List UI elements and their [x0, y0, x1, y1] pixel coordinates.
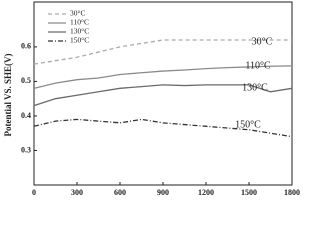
y-axis-label: Potential VS. SHE(V) — [3, 53, 13, 136]
y-tick-label: 0.5 — [21, 76, 31, 85]
chart: Potential VS. SHE(V) 0.3 0.4 0.5 0.6 0 300 600… — [3, 1, 300, 197]
annotation: 110°C — [245, 60, 271, 71]
annotation: 30°C — [252, 36, 273, 47]
legend-label: 110°C — [70, 18, 89, 27]
legend-label: 150°C — [70, 36, 89, 45]
series-line — [33, 39, 292, 65]
legend-label: 130°C — [70, 27, 89, 36]
y-tick-label: 0.6 — [21, 42, 31, 51]
x-tick-label: 600 — [114, 188, 126, 197]
x-tick-label: 1200 — [198, 188, 214, 197]
series-line — [33, 65, 293, 89]
y-tick-label: 0.4 — [21, 111, 31, 120]
series-line — [33, 84, 293, 107]
x-tick-label: 1800 — [284, 188, 300, 197]
series-line — [33, 118, 293, 138]
x-tick-label: 1500 — [241, 188, 257, 197]
legend-label: 30°C — [70, 9, 86, 18]
x-tick-label: 900 — [157, 188, 169, 197]
x-tick-label: 300 — [71, 188, 83, 197]
x-tick-label: 0 — [32, 188, 36, 197]
annotation: 130°C — [242, 82, 268, 93]
annotation: 150°C — [235, 119, 261, 130]
y-tick-label: 0.3 — [21, 145, 31, 154]
